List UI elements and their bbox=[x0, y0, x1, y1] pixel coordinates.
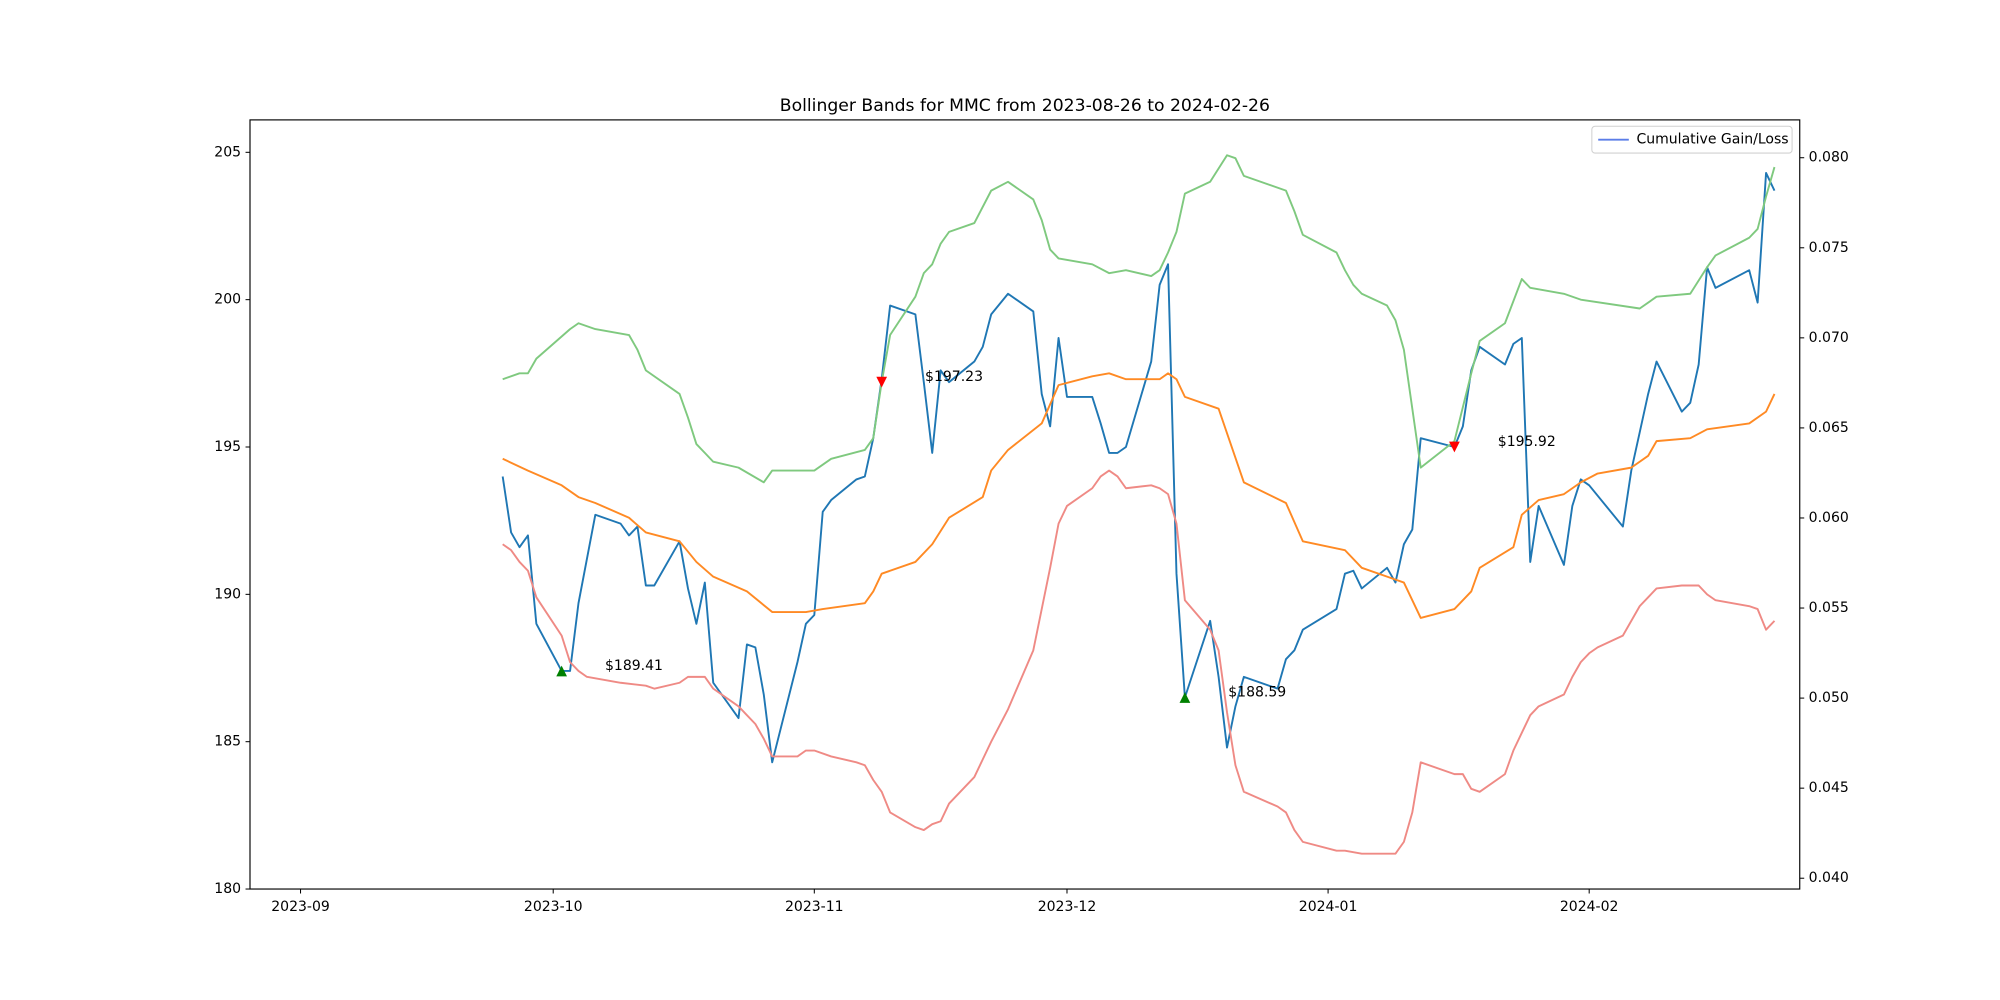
y-tick-label: 205 bbox=[214, 144, 241, 160]
series-line bbox=[502, 154, 1776, 484]
x-tick-label: 2023-12 bbox=[1038, 899, 1097, 915]
legend-label: Cumulative Gain/Loss bbox=[1636, 132, 1788, 148]
y2-tick-label: 0.075 bbox=[1809, 240, 1849, 256]
trade-label: $195.92 bbox=[1498, 434, 1556, 450]
y2-tick-label: 0.050 bbox=[1809, 690, 1849, 706]
y-tick-label: 195 bbox=[214, 439, 241, 455]
y2-tick-label: 0.040 bbox=[1809, 870, 1849, 886]
y-tick-label: 200 bbox=[214, 292, 241, 308]
trade-label: $188.59 bbox=[1228, 684, 1286, 700]
y-tick-label: 180 bbox=[214, 881, 241, 897]
x-tick-label: 2023-11 bbox=[785, 899, 844, 915]
plot-area: $189.41 $197.23 $188.59 $195.92 bbox=[501, 154, 1776, 855]
series-line bbox=[501, 171, 1776, 764]
y2-tick-label: 0.065 bbox=[1809, 420, 1849, 436]
y2-tick-label: 0.070 bbox=[1809, 330, 1849, 346]
x-tick-label: 2024-02 bbox=[1560, 899, 1619, 915]
trade-marker bbox=[876, 376, 888, 388]
x-tick-label: 2023-09 bbox=[271, 899, 330, 915]
series-line bbox=[502, 469, 1776, 855]
y2-tick-label: 0.045 bbox=[1809, 780, 1849, 796]
y-tick-label: 190 bbox=[214, 586, 241, 602]
y2-tick-label: 0.060 bbox=[1809, 510, 1849, 526]
chart-title: Bollinger Bands for MMC from 2023-08-26 … bbox=[780, 96, 1270, 116]
trade-marker bbox=[556, 665, 567, 677]
axes-frame bbox=[249, 119, 1801, 890]
trade-label: $189.41 bbox=[605, 658, 663, 674]
y2-tick-label: 0.055 bbox=[1809, 600, 1849, 616]
series-line bbox=[502, 372, 1776, 619]
y-tick-label: 185 bbox=[214, 734, 241, 750]
x-tick-label: 2023-10 bbox=[524, 899, 583, 915]
trade-label: $197.23 bbox=[925, 369, 983, 385]
trade-marker bbox=[1449, 441, 1460, 453]
x-tick-label: 2024-01 bbox=[1299, 899, 1358, 915]
legend-box bbox=[1591, 125, 1793, 154]
y2-tick-label: 0.080 bbox=[1809, 150, 1849, 166]
trade-marker bbox=[1179, 692, 1191, 703]
